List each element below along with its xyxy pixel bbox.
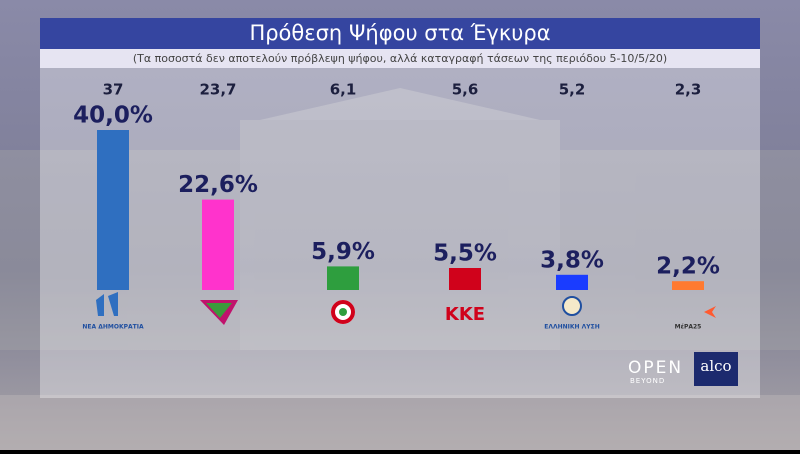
previous-value: 2,3 — [675, 81, 702, 99]
brand-beyond: BEYOND — [630, 377, 665, 385]
party-label: ΝΕΑ ΔΗΜΟΚΡΑΤΙΑ — [82, 324, 144, 331]
building — [0, 88, 800, 450]
previous-value: 6,1 — [330, 81, 357, 99]
chart-subtitle: (Τα ποσοστά δεν αποτελούν πρόβλεψη ψήφου… — [133, 52, 667, 65]
brand-open: OPEN — [628, 358, 683, 378]
title-bar — [40, 18, 760, 49]
logo-nd — [96, 292, 118, 316]
panel — [40, 68, 760, 398]
previous-value: 5,6 — [452, 81, 479, 99]
previous-value: 5,2 — [559, 81, 586, 99]
logo-pasok-green — [339, 308, 347, 316]
party-label: ΚΚΕ — [445, 304, 485, 325]
chart-title: Πρόθεση Ψήφου στα Έγκυρα — [249, 21, 550, 45]
value-label: 22,6% — [178, 172, 258, 198]
previous-value: 37 — [103, 81, 124, 99]
value-label: 40,0% — [73, 103, 153, 129]
value-label: 5,9% — [311, 239, 375, 265]
party-label: ΕΛΛΗΝΙΚΗ ΛΥΣΗ — [544, 324, 600, 331]
bar — [449, 268, 481, 290]
bar — [97, 130, 129, 290]
logo-syriza-2 — [206, 303, 232, 318]
subtitle-bar — [40, 49, 760, 68]
value-label: 5,5% — [433, 241, 497, 267]
bar — [202, 199, 234, 290]
bar — [672, 281, 704, 290]
bar — [327, 266, 359, 290]
alco-box — [694, 352, 738, 386]
value-label: 3,8% — [540, 247, 604, 273]
previous-value: 23,7 — [199, 81, 236, 99]
bar — [556, 274, 588, 290]
brand-alco: alco — [700, 357, 731, 375]
logo-pasok-ring — [331, 300, 355, 324]
party-label: ΜέΡΑ25 — [675, 324, 702, 331]
value-label: 2,2% — [656, 254, 720, 280]
logo-el — [562, 296, 582, 316]
logo-mera — [704, 306, 716, 318]
